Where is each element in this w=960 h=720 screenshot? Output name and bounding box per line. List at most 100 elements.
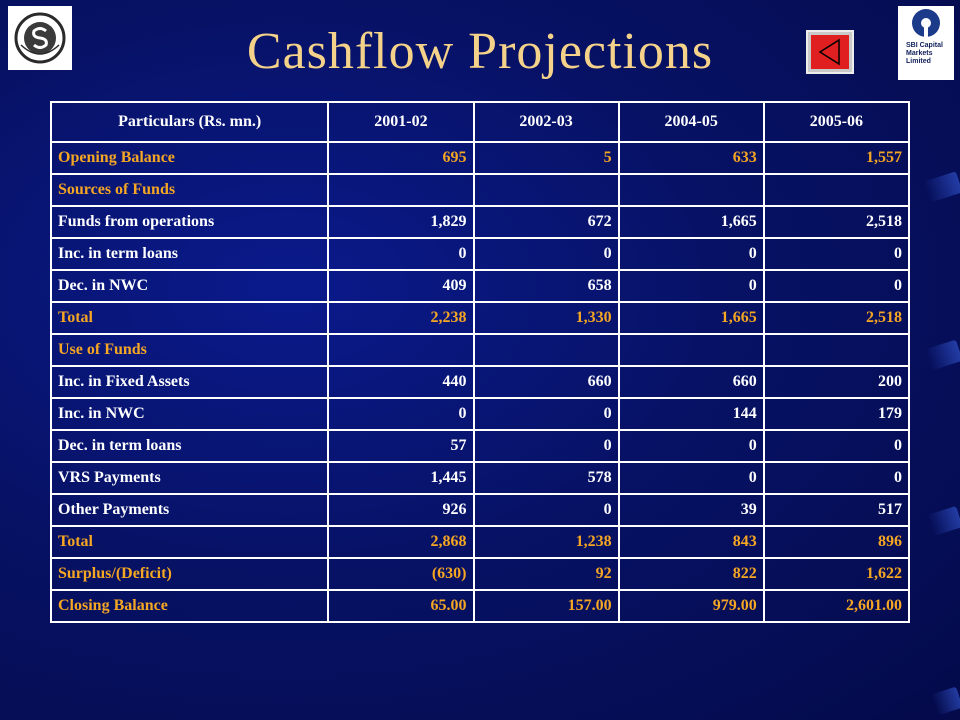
column-header: 2004-05 — [617, 101, 765, 143]
table-cell: 979.00 — [617, 589, 765, 623]
table-cell: 144 — [617, 397, 765, 431]
company-logo-right: SBI Capital Markets Limited — [898, 6, 954, 80]
table-cell: 658 — [472, 269, 620, 303]
sterlite-logo-icon — [14, 12, 66, 64]
column-header: Particulars (Rs. mn.) — [49, 101, 330, 143]
table-cell: 0 — [617, 237, 765, 271]
slide-title: Cashflow Projections — [246, 23, 714, 80]
row-label: Inc. in NWC — [49, 397, 330, 431]
table-cell: 0 — [762, 269, 911, 303]
cashflow-table: Particulars (Rs. mn.) 2001-02 2002-03 20… — [49, 101, 911, 623]
table-cell: 0 — [472, 237, 620, 271]
row-label: Sources of Funds — [49, 173, 330, 207]
table-cell — [617, 173, 765, 207]
table-cell — [327, 333, 475, 367]
table-cell: 2,601.00 — [762, 589, 911, 623]
row-label: Other Payments — [49, 493, 330, 527]
table-cell: 2,518 — [762, 301, 911, 335]
table-row: Inc. in term loans 0 0 0 0 — [49, 237, 911, 271]
table-cell: 39 — [617, 493, 765, 527]
table-cell — [472, 173, 620, 207]
row-label: Inc. in Fixed Assets — [49, 365, 330, 399]
row-label: Funds from operations — [49, 205, 330, 239]
table-cell: 695 — [327, 141, 475, 175]
table-header-row: Particulars (Rs. mn.) 2001-02 2002-03 20… — [49, 101, 911, 143]
table-cell: 200 — [762, 365, 911, 399]
table-cell: 843 — [617, 525, 765, 559]
sbi-logo-icon — [912, 9, 940, 38]
table-cell: 157.00 — [472, 589, 620, 623]
sbi-logo-text: SBI Capital Markets Limited — [906, 42, 943, 65]
table-cell: 1,829 — [327, 205, 475, 239]
table-cell: 822 — [617, 557, 765, 591]
table-cell: 0 — [617, 429, 765, 463]
table-cell: 409 — [327, 269, 475, 303]
row-label: Total — [49, 301, 330, 335]
table-cell: 65.00 — [327, 589, 475, 623]
table-cell: 92 — [472, 557, 620, 591]
table-cell: 1,330 — [472, 301, 620, 335]
table-cell: 0 — [617, 269, 765, 303]
table-cell: 926 — [327, 493, 475, 527]
table-cell: 57 — [327, 429, 475, 463]
table-cell: 0 — [762, 461, 911, 495]
row-label: VRS Payments — [49, 461, 330, 495]
table-cell: 2,518 — [762, 205, 911, 239]
table-row: Other Payments 926 0 39 517 — [49, 493, 911, 527]
table-cell — [617, 333, 765, 367]
table-cell: 633 — [617, 141, 765, 175]
table-cell: 1,665 — [617, 205, 765, 239]
table-cell: 2,868 — [327, 525, 475, 559]
table-row: Dec. in term loans 57 0 0 0 — [49, 429, 911, 463]
table-cell: 0 — [617, 461, 765, 495]
table-cell: 0 — [762, 429, 911, 463]
table-cell: 0 — [472, 397, 620, 431]
table-row: Funds from operations 1,829 672 1,665 2,518 — [49, 205, 911, 239]
column-header: 2005-06 — [762, 101, 911, 143]
table-cell: 1,622 — [762, 557, 911, 591]
table-cell: (630) — [327, 557, 475, 591]
table-cell: 2,238 — [327, 301, 475, 335]
table-cell — [762, 333, 911, 367]
company-logo-left — [8, 6, 72, 70]
table-cell: 1,665 — [617, 301, 765, 335]
row-label: Inc. in term loans — [49, 237, 330, 271]
table-row: Inc. in Fixed Assets 440 660 660 200 — [49, 365, 911, 399]
table-row: Total 2,238 1,330 1,665 2,518 — [49, 301, 911, 335]
row-label: Use of Funds — [49, 333, 330, 367]
table-cell: 0 — [472, 429, 620, 463]
table-row: Total 2,868 1,238 843 896 — [49, 525, 911, 559]
column-header: 2002-03 — [472, 101, 620, 143]
row-label: Closing Balance — [49, 589, 330, 623]
table-row: Closing Balance 65.00 157.00 979.00 2,601.00 — [49, 589, 911, 623]
table-cell: 440 — [327, 365, 475, 399]
table-cell: 1,557 — [762, 141, 911, 175]
table-cell: 660 — [617, 365, 765, 399]
table-cell — [762, 173, 911, 207]
table-cell: 578 — [472, 461, 620, 495]
row-label: Surplus/(Deficit) — [49, 557, 330, 591]
column-header: 2001-02 — [327, 101, 475, 143]
table-row: VRS Payments 1,445 578 0 0 — [49, 461, 911, 495]
background-stripe — [923, 171, 960, 203]
table-cell — [327, 173, 475, 207]
back-arrow-icon — [818, 38, 840, 66]
table-cell: 1,445 — [327, 461, 475, 495]
back-nav-button[interactable] — [806, 30, 854, 74]
table-cell: 517 — [762, 493, 911, 527]
row-label: Dec. in term loans — [49, 429, 330, 463]
table-row: Dec. in NWC 409 658 0 0 — [49, 269, 911, 303]
row-label: Dec. in NWC — [49, 269, 330, 303]
table-cell: 0 — [327, 237, 475, 271]
table-row: Sources of Funds — [49, 173, 911, 207]
table-row: Inc. in NWC 0 0 144 179 — [49, 397, 911, 431]
table-cell: 179 — [762, 397, 911, 431]
table-cell: 1,238 — [472, 525, 620, 559]
row-label: Total — [49, 525, 330, 559]
background-stripe — [927, 505, 960, 537]
table-cell: 660 — [472, 365, 620, 399]
table-cell: 5 — [472, 141, 620, 175]
background-stripe — [925, 339, 960, 371]
table-cell: 0 — [472, 493, 620, 527]
table-cell — [472, 333, 620, 367]
